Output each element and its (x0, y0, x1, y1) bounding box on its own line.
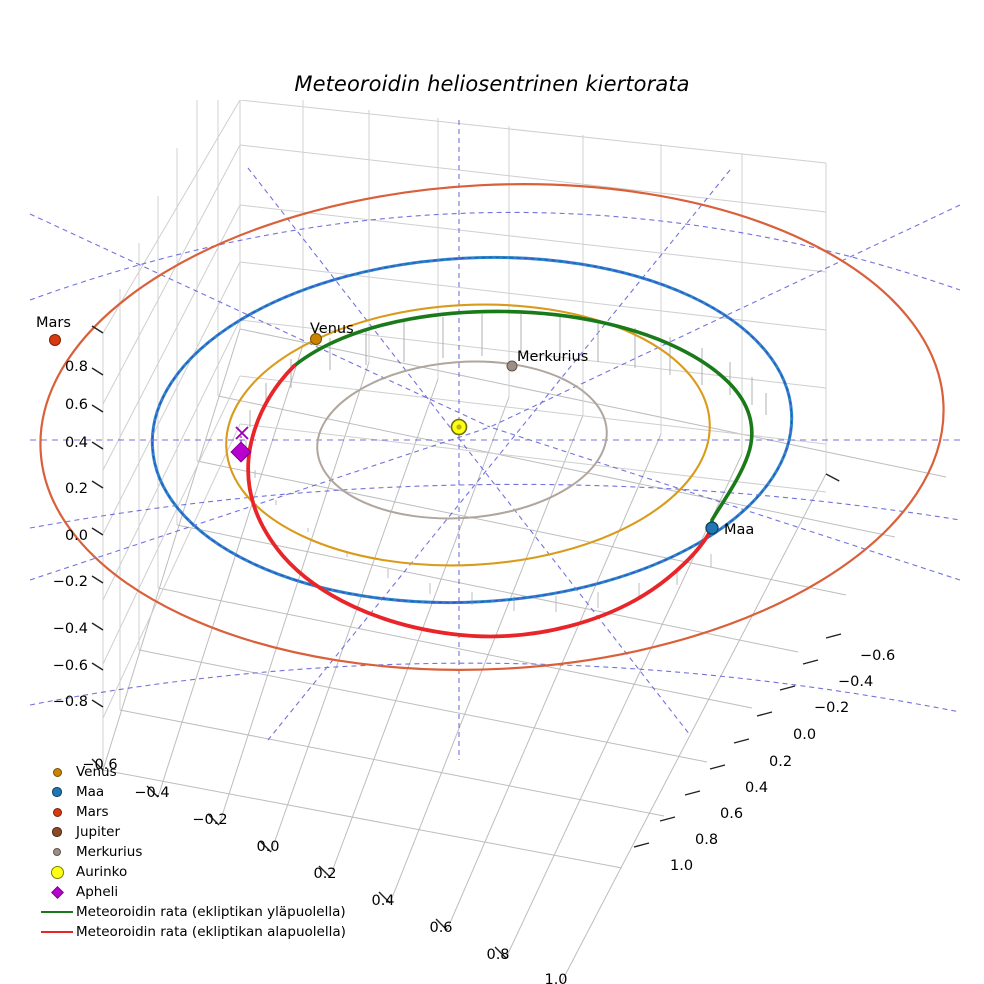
circle-marker (38, 847, 76, 857)
y-tick-4: 0.0 (65, 528, 88, 544)
z-tick-6: 0.6 (720, 806, 743, 822)
y-tick-5: −0.2 (53, 574, 88, 590)
body-markers (49, 333, 719, 535)
left-wall-grid (102, 100, 241, 770)
z-tick-0: −0.6 (860, 648, 895, 664)
line-swatch (38, 931, 76, 933)
x-axis-tick-labels: −0.6 −0.4 −0.2 0.0 0.2 0.4 0.6 0.8 1.0 (82, 757, 567, 984)
diamond-marker (38, 885, 76, 899)
x-tick-2: −0.2 (192, 812, 227, 828)
z-tick-3: 0.0 (793, 727, 816, 743)
y-tick-2: 0.4 (65, 435, 88, 451)
meteoroid-orbit-below-ecliptic (246, 364, 714, 639)
y-tick-8: −0.8 (53, 694, 88, 710)
legend: Venus Maa Mars Jupiter Merkurius Aurinko Aphel… (38, 762, 368, 942)
marker-apheli (230, 441, 252, 463)
z-tick-5: 0.4 (745, 780, 768, 796)
z-axis-tick-labels: −0.6 −0.4 −0.2 0.00.20.40.60.81.0 (670, 648, 895, 874)
orbit-mars (39, 183, 945, 671)
y-tick-0: 0.8 (65, 359, 88, 375)
legend-label: Meteoroidin rata (ekliptikan yläpuolella… (76, 904, 346, 920)
y-tick-7: −0.6 (53, 658, 88, 674)
legend-item-merkurius[interactable]: Merkurius (38, 842, 368, 862)
y-tick-6: −0.4 (53, 621, 88, 637)
right-wall-grid (239, 100, 827, 493)
z-tick-4: 0.2 (769, 754, 792, 770)
legend-label: Aurinko (76, 864, 128, 880)
annotation-venus: Venus (310, 321, 354, 337)
legend-item-maa[interactable]: Maa (38, 782, 368, 802)
line-swatch (38, 911, 76, 913)
legend-label: Venus (76, 764, 117, 780)
legend-label: Maa (76, 784, 105, 800)
circle-marker (38, 827, 76, 837)
z-tick-8: 1.0 (670, 858, 693, 874)
legend-item-apheli[interactable]: Apheli (38, 882, 368, 902)
legend-item-mars[interactable]: Mars (38, 802, 368, 822)
orbit-maa (150, 255, 794, 605)
annotation-maa: Maa (724, 522, 754, 538)
y-tick-3: 0.2 (65, 481, 88, 497)
marker-maa (705, 521, 719, 535)
marker-venus (310, 333, 322, 345)
meteoroid-orbit-above-ecliptic (292, 309, 754, 530)
legend-label: Apheli (76, 884, 119, 900)
z-tick-2: −0.2 (814, 700, 849, 716)
legend-item-jupiter[interactable]: Jupiter (38, 822, 368, 842)
legend-item-venus[interactable]: Venus (38, 762, 368, 782)
circle-marker (38, 767, 76, 777)
z-tick-7: 0.8 (695, 832, 718, 848)
x-tick-0: −0.6 (82, 757, 117, 773)
x-tick-7: 0.8 (486, 947, 509, 963)
legend-item-aurinko[interactable]: Aurinko (38, 862, 368, 882)
z-tick-1: −0.4 (838, 674, 873, 690)
meteoroid-drop-lines (245, 314, 767, 612)
marker-merkurius (506, 360, 518, 372)
legend-label: Jupiter (76, 824, 121, 840)
floor-grid (102, 328, 947, 984)
x-tick-6: 0.6 (429, 920, 452, 936)
orbit-merkurius (316, 360, 608, 520)
x-tick-1: −0.4 (134, 785, 169, 801)
annotation-merkurius: Merkurius (517, 349, 588, 365)
orbit-venus (225, 303, 711, 567)
page-title: Meteoroidin heliosentrinen kiertorata (294, 72, 690, 96)
circle-marker (38, 807, 76, 817)
x-tick-5: 0.4 (371, 893, 394, 909)
x-tick-8: 1.0 (544, 972, 567, 984)
legend-item-meteoroidin[interactable]: Meteoroidin rata (ekliptikan alapuolella… (38, 922, 368, 942)
ecliptic-reference-lines (29, 120, 961, 760)
y-tick-1: 0.6 (65, 397, 88, 413)
axis-ticks (91, 325, 842, 959)
marker-mars (49, 334, 61, 346)
y-axis-tick-labels: 0.8 0.6 0.4 0.2 0.0 −0.2 −0.4 −0.6 −0.8 (53, 359, 88, 710)
annotation-mars: Mars (36, 315, 71, 331)
x-tick-4: 0.2 (313, 866, 336, 882)
circle-marker (38, 787, 76, 797)
x-tick-3: 0.0 (256, 839, 279, 855)
body-annotations: Mars Venus Merkurius Maa (36, 315, 754, 538)
legend-item-meteoroidin[interactable]: Meteoroidin rata (ekliptikan yläpuolella… (38, 902, 368, 922)
legend-label: Mars (76, 804, 109, 820)
legend-label: Meteoroidin rata (ekliptikan alapuolella… (76, 924, 346, 940)
legend-label: Merkurius (76, 844, 143, 860)
circle-marker (38, 865, 76, 879)
apheli-cross-icon (235, 426, 249, 440)
